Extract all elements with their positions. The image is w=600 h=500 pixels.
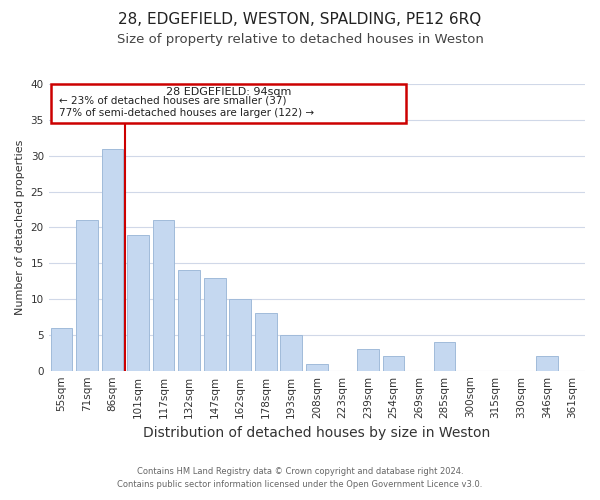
- Text: Contains public sector information licensed under the Open Government Licence v3: Contains public sector information licen…: [118, 480, 482, 489]
- Bar: [536, 356, 557, 370]
- Bar: [434, 342, 455, 370]
- Bar: [153, 220, 175, 370]
- Bar: [280, 335, 302, 370]
- Bar: [178, 270, 200, 370]
- Text: Contains HM Land Registry data © Crown copyright and database right 2024.: Contains HM Land Registry data © Crown c…: [137, 467, 463, 476]
- Bar: [229, 299, 251, 370]
- Bar: [204, 278, 226, 370]
- Bar: [383, 356, 404, 370]
- Bar: [101, 148, 124, 370]
- Bar: [255, 314, 277, 370]
- FancyBboxPatch shape: [51, 84, 406, 124]
- Text: 77% of semi-detached houses are larger (122) →: 77% of semi-detached houses are larger (…: [59, 108, 314, 118]
- X-axis label: Distribution of detached houses by size in Weston: Distribution of detached houses by size …: [143, 426, 490, 440]
- Text: 28, EDGEFIELD, WESTON, SPALDING, PE12 6RQ: 28, EDGEFIELD, WESTON, SPALDING, PE12 6R…: [118, 12, 482, 28]
- Bar: [306, 364, 328, 370]
- Y-axis label: Number of detached properties: Number of detached properties: [15, 140, 25, 315]
- Bar: [76, 220, 98, 370]
- Text: ← 23% of detached houses are smaller (37): ← 23% of detached houses are smaller (37…: [59, 96, 287, 106]
- Bar: [127, 234, 149, 370]
- Text: Size of property relative to detached houses in Weston: Size of property relative to detached ho…: [116, 32, 484, 46]
- Bar: [50, 328, 72, 370]
- Text: 28 EDGEFIELD: 94sqm: 28 EDGEFIELD: 94sqm: [166, 87, 292, 97]
- Bar: [357, 349, 379, 370]
